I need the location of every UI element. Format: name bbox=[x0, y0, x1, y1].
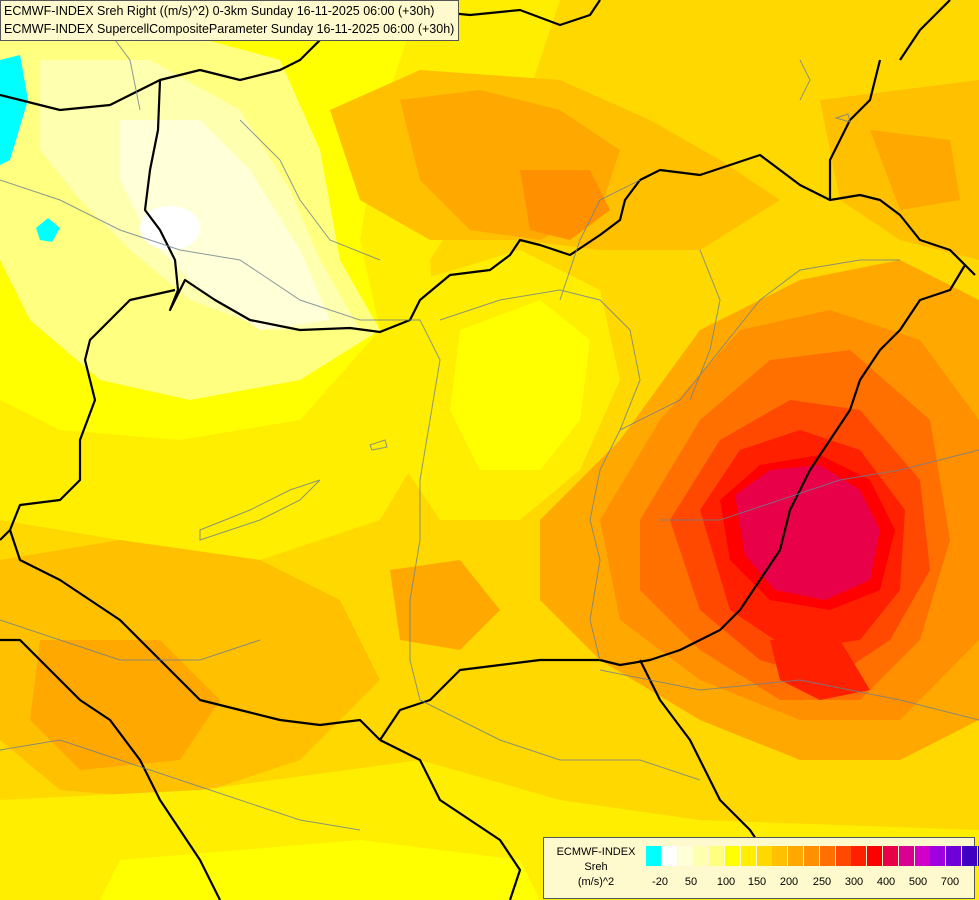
legend-swatch bbox=[930, 846, 946, 866]
legend-tick-label: 100 bbox=[716, 876, 736, 888]
map-title-line-1: ECMWF-INDEX Sreh Right ((m/s)^2) 0-3km S… bbox=[4, 4, 435, 18]
legend-swatch bbox=[962, 846, 977, 866]
legend-swatch bbox=[661, 846, 677, 866]
legend-tick-label: -20 bbox=[652, 876, 668, 888]
legend-swatch bbox=[946, 846, 962, 866]
legend-swatch bbox=[835, 846, 851, 866]
legend-swatch bbox=[709, 846, 725, 866]
legend-swatch bbox=[819, 846, 835, 866]
legend-tick-label: 200 bbox=[779, 876, 799, 888]
legend-swatch bbox=[898, 846, 914, 866]
legend-swatch bbox=[804, 846, 819, 866]
legend-swatch bbox=[725, 846, 740, 866]
legend-swatch bbox=[756, 846, 772, 866]
rivers bbox=[0, 19, 979, 831]
legend-tick-label: 250 bbox=[812, 876, 832, 888]
legend-swatch bbox=[914, 846, 930, 866]
legend-title: ECMWF-INDEX Sreh (m/s)^2 bbox=[548, 845, 644, 890]
legend-tick-label: 50 bbox=[684, 876, 698, 888]
legend-swatch bbox=[977, 846, 979, 866]
legend-tick-label: 500 bbox=[908, 876, 928, 888]
legend-title-unit: (m/s)^2 bbox=[577, 876, 615, 888]
legend-swatch bbox=[851, 846, 867, 866]
legend-swatch bbox=[677, 846, 693, 866]
legend-swatch bbox=[740, 846, 756, 866]
legend-swatch bbox=[883, 846, 898, 866]
legend-tick-label: 700 bbox=[940, 876, 960, 888]
map-title-box: ECMWF-INDEX Sreh Right ((m/s)^2) 0-3km S… bbox=[0, 0, 460, 41]
legend-swatch bbox=[788, 846, 804, 866]
legend-title-variable: Sreh bbox=[584, 861, 608, 873]
legend-swatch bbox=[646, 846, 661, 866]
legend-swatch bbox=[772, 846, 788, 866]
legend-swatch bbox=[693, 846, 709, 866]
color-legend: ECMWF-INDEX Sreh (m/s)^2 -20 50 100 150 200 2… bbox=[543, 837, 979, 899]
legend-title-source: ECMWF-INDEX bbox=[556, 846, 636, 858]
legend-swatch bbox=[867, 846, 883, 866]
map-title-line-2: ECMWF-INDEX SupercellCompositeParameter … bbox=[4, 22, 455, 36]
legend-tick-label: 300 bbox=[844, 876, 864, 888]
legend-tick-label: 150 bbox=[747, 876, 767, 888]
legend-tick-label: 400 bbox=[876, 876, 896, 888]
